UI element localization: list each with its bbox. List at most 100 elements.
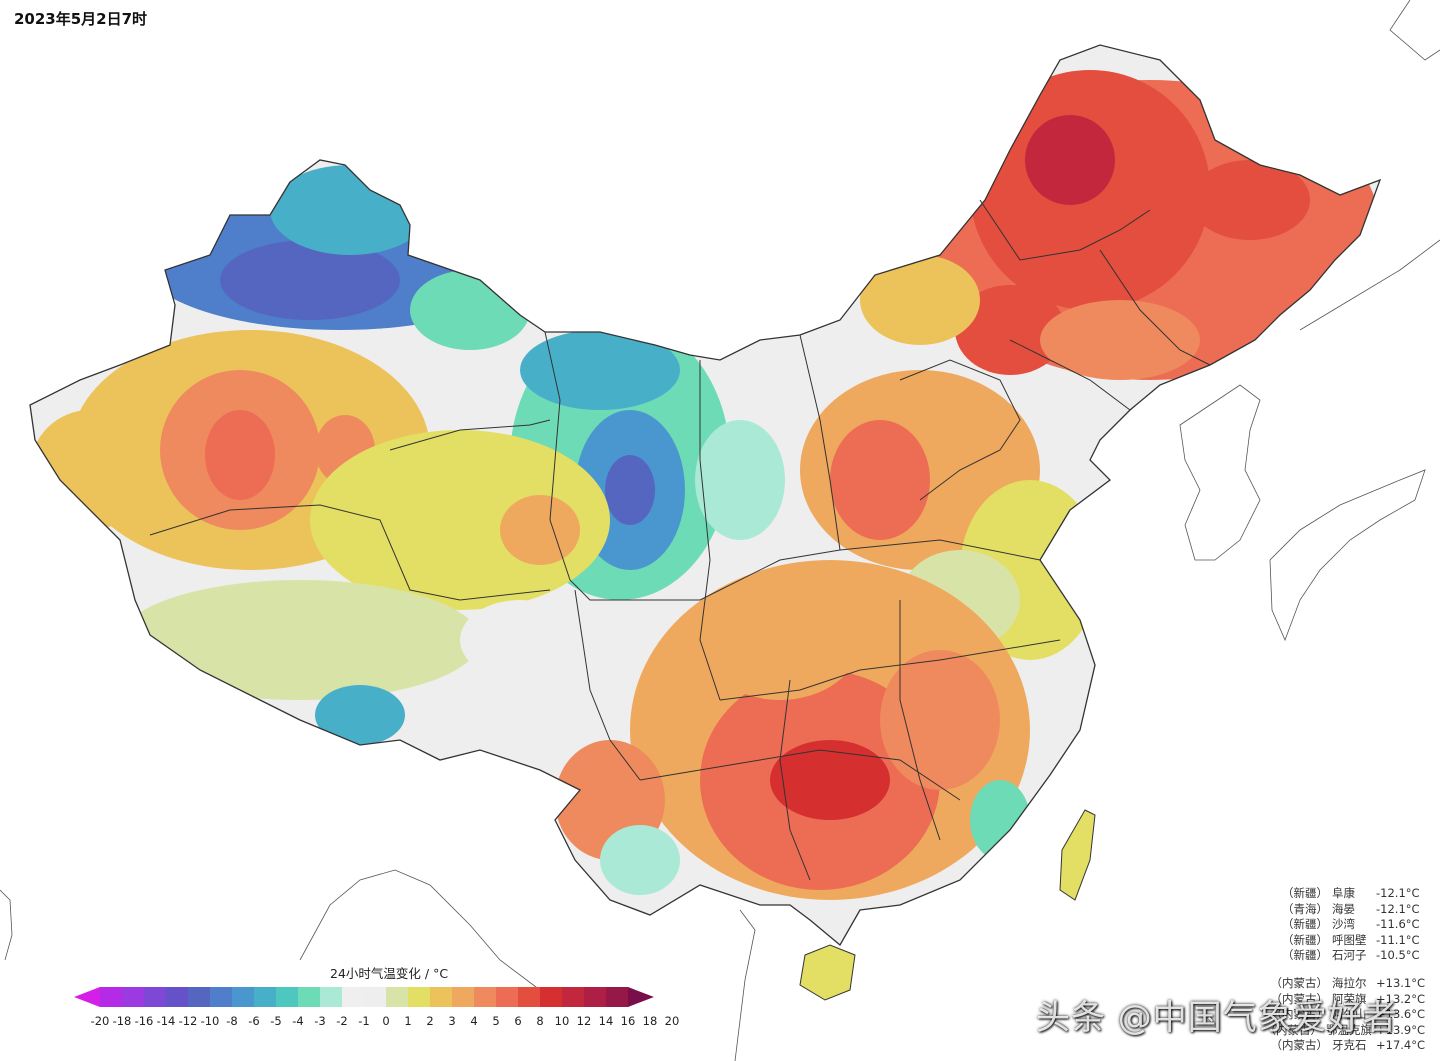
legend-swatch (320, 987, 342, 1007)
legend-arrow-right (628, 987, 654, 1007)
legend-swatch (254, 987, 276, 1007)
station-province: （内蒙古） (1264, 1022, 1323, 1037)
legend-tick-label: -16 (135, 1014, 154, 1028)
legend-swatch (474, 987, 496, 1007)
warm-station-list: （内蒙古） 海拉尔 +13.1°C （内蒙古） 阿荣旗 +13.2°C （内蒙古） 阿尔山… (1265, 976, 1427, 1054)
legend-title: 24小时气温变化 / °C (330, 966, 449, 981)
legend-swatch (122, 987, 144, 1007)
legend-tick-label: 2 (426, 1014, 433, 1028)
legend-tick-label: 0 (382, 1014, 389, 1028)
station-value: -10.5°C (1376, 948, 1420, 962)
legend-tick-label: -20 (91, 1014, 110, 1028)
watermark: 头条 @中国气象爱好者 (1036, 998, 1398, 1038)
color-legend: -20 -18 -16 -14 -12 -10 -8 -6 -5 -4 -3 -2 -1 0 1 2 3 4 5 6 8… (74, 987, 680, 1028)
legend-swatch (276, 987, 298, 1007)
station-value: -12.1°C (1376, 886, 1420, 900)
legend-swatch (518, 987, 540, 1007)
warm-station-row: （内蒙古） 阿荣旗 +13.2°C (1265, 992, 1427, 1008)
station-province: （新疆） (1282, 886, 1328, 900)
station-name: 阿尔山 (1332, 1007, 1367, 1021)
legend-tick-label: -14 (157, 1014, 176, 1028)
legend-swatch (166, 987, 188, 1007)
station-province: （青海） (1282, 901, 1328, 916)
legend-swatch (452, 987, 474, 1007)
station-value: -12.1°C (1376, 901, 1420, 916)
station-value: -11.1°C (1376, 932, 1420, 947)
legend-swatch (606, 987, 628, 1007)
legend-tick-label: 5 (492, 1014, 499, 1028)
legend-tick-label: -3 (314, 1014, 325, 1028)
legend-tick-label: -8 (226, 1014, 237, 1028)
legend-tick-label: -5 (270, 1014, 281, 1028)
legend-swatch (540, 987, 562, 1007)
cold-station-row: （新疆） 石河子 -10.5°C (1280, 948, 1426, 964)
warm-station-row: （内蒙古） 牙克石 +17.4°C (1265, 1038, 1427, 1054)
station-value: -11.6°C (1376, 917, 1420, 931)
legend-tick-label: 1 (404, 1014, 411, 1028)
legend-tick-label: 8 (536, 1014, 543, 1028)
station-province: （新疆） (1282, 948, 1328, 962)
legend-tick-label: 3 (448, 1014, 455, 1028)
legend-swatch (584, 987, 606, 1007)
hainan-island (799, 944, 856, 1001)
legend-swatch (298, 987, 320, 1007)
warm-station-row: （内蒙古） 阿尔山 +13.6°C (1265, 1007, 1427, 1023)
legend-swatch (210, 987, 232, 1007)
legend-swatch (408, 987, 430, 1007)
station-province: （内蒙古） (1270, 1007, 1329, 1021)
legend-ticks: -20 -18 -16 -14 -12 -10 -8 -6 -5 -4 -3 -2 -1 0 1 2 3 4 5 6 8… (91, 1014, 680, 1028)
station-name: 牙克石 (1332, 1038, 1367, 1052)
station-province: （内蒙古） (1270, 1038, 1329, 1052)
legend-swatch (386, 987, 408, 1007)
legend-tick-label: 10 (555, 1014, 570, 1028)
legend-swatch (100, 987, 122, 1007)
legend-tick-label: 20 (665, 1014, 680, 1028)
legend-tick-label: -6 (248, 1014, 259, 1028)
legend-tick-label: 14 (599, 1014, 614, 1028)
station-name: 鄂温克旗 (1326, 1022, 1372, 1037)
legend-swatch (188, 987, 210, 1007)
map-title: 2023年5月2日7时 (14, 10, 148, 28)
taiwan-island (1059, 809, 1096, 901)
legend-swatch (342, 987, 364, 1007)
legend-tick-label: -2 (336, 1014, 347, 1028)
station-value: +13.2°C (1376, 991, 1426, 1006)
legend-tick-label: 16 (621, 1014, 636, 1028)
station-name: 呼图壁 (1332, 932, 1367, 947)
legend-swatch (430, 987, 452, 1007)
legend-swatch (496, 987, 518, 1007)
warm-station-row: （内蒙古） 海拉尔 +13.1°C (1265, 976, 1427, 992)
legend-arrow-left (74, 987, 100, 1007)
station-value: +13.6°C (1376, 1007, 1426, 1021)
province-borders (29, 44, 1382, 946)
legend-swatch (144, 987, 166, 1007)
station-value: +17.4°C (1376, 1038, 1426, 1052)
station-name: 阜康 (1332, 886, 1355, 900)
cold-station-row: （青海） 海晏 -12.1°C (1280, 902, 1426, 918)
cold-station-list: （新疆） 阜康 -12.1°C （青海） 海晏 -12.1°C （新疆） 沙湾 -11.6°… (1280, 886, 1426, 964)
legend-tick-label: -18 (113, 1014, 132, 1028)
legend-swatch (364, 987, 386, 1007)
legend-tick-label: -4 (292, 1014, 303, 1028)
station-value: +13.1°C (1376, 976, 1426, 990)
station-province: （内蒙古） (1270, 991, 1329, 1006)
legend-colorbar (74, 987, 654, 1007)
cold-station-row: （新疆） 呼图壁 -11.1°C (1280, 933, 1426, 949)
station-province: （内蒙古） (1270, 976, 1329, 990)
legend-tick-label: 4 (470, 1014, 477, 1028)
warm-station-row: （内蒙古） 鄂温克旗 +13.9°C (1265, 1023, 1427, 1039)
legend-swatch (562, 987, 584, 1007)
legend-tick-label: 12 (577, 1014, 592, 1028)
station-province: （新疆） (1282, 917, 1328, 931)
cold-station-row: （新疆） 阜康 -12.1°C (1280, 886, 1426, 902)
cold-station-row: （新疆） 沙湾 -11.6°C (1280, 917, 1426, 933)
station-name: 石河子 (1332, 948, 1367, 962)
legend-tick-label: 18 (643, 1014, 658, 1028)
legend-tick-label: 6 (514, 1014, 521, 1028)
station-name: 阿荣旗 (1332, 991, 1367, 1006)
legend-swatch (232, 987, 254, 1007)
legend-tick-label: -10 (201, 1014, 220, 1028)
